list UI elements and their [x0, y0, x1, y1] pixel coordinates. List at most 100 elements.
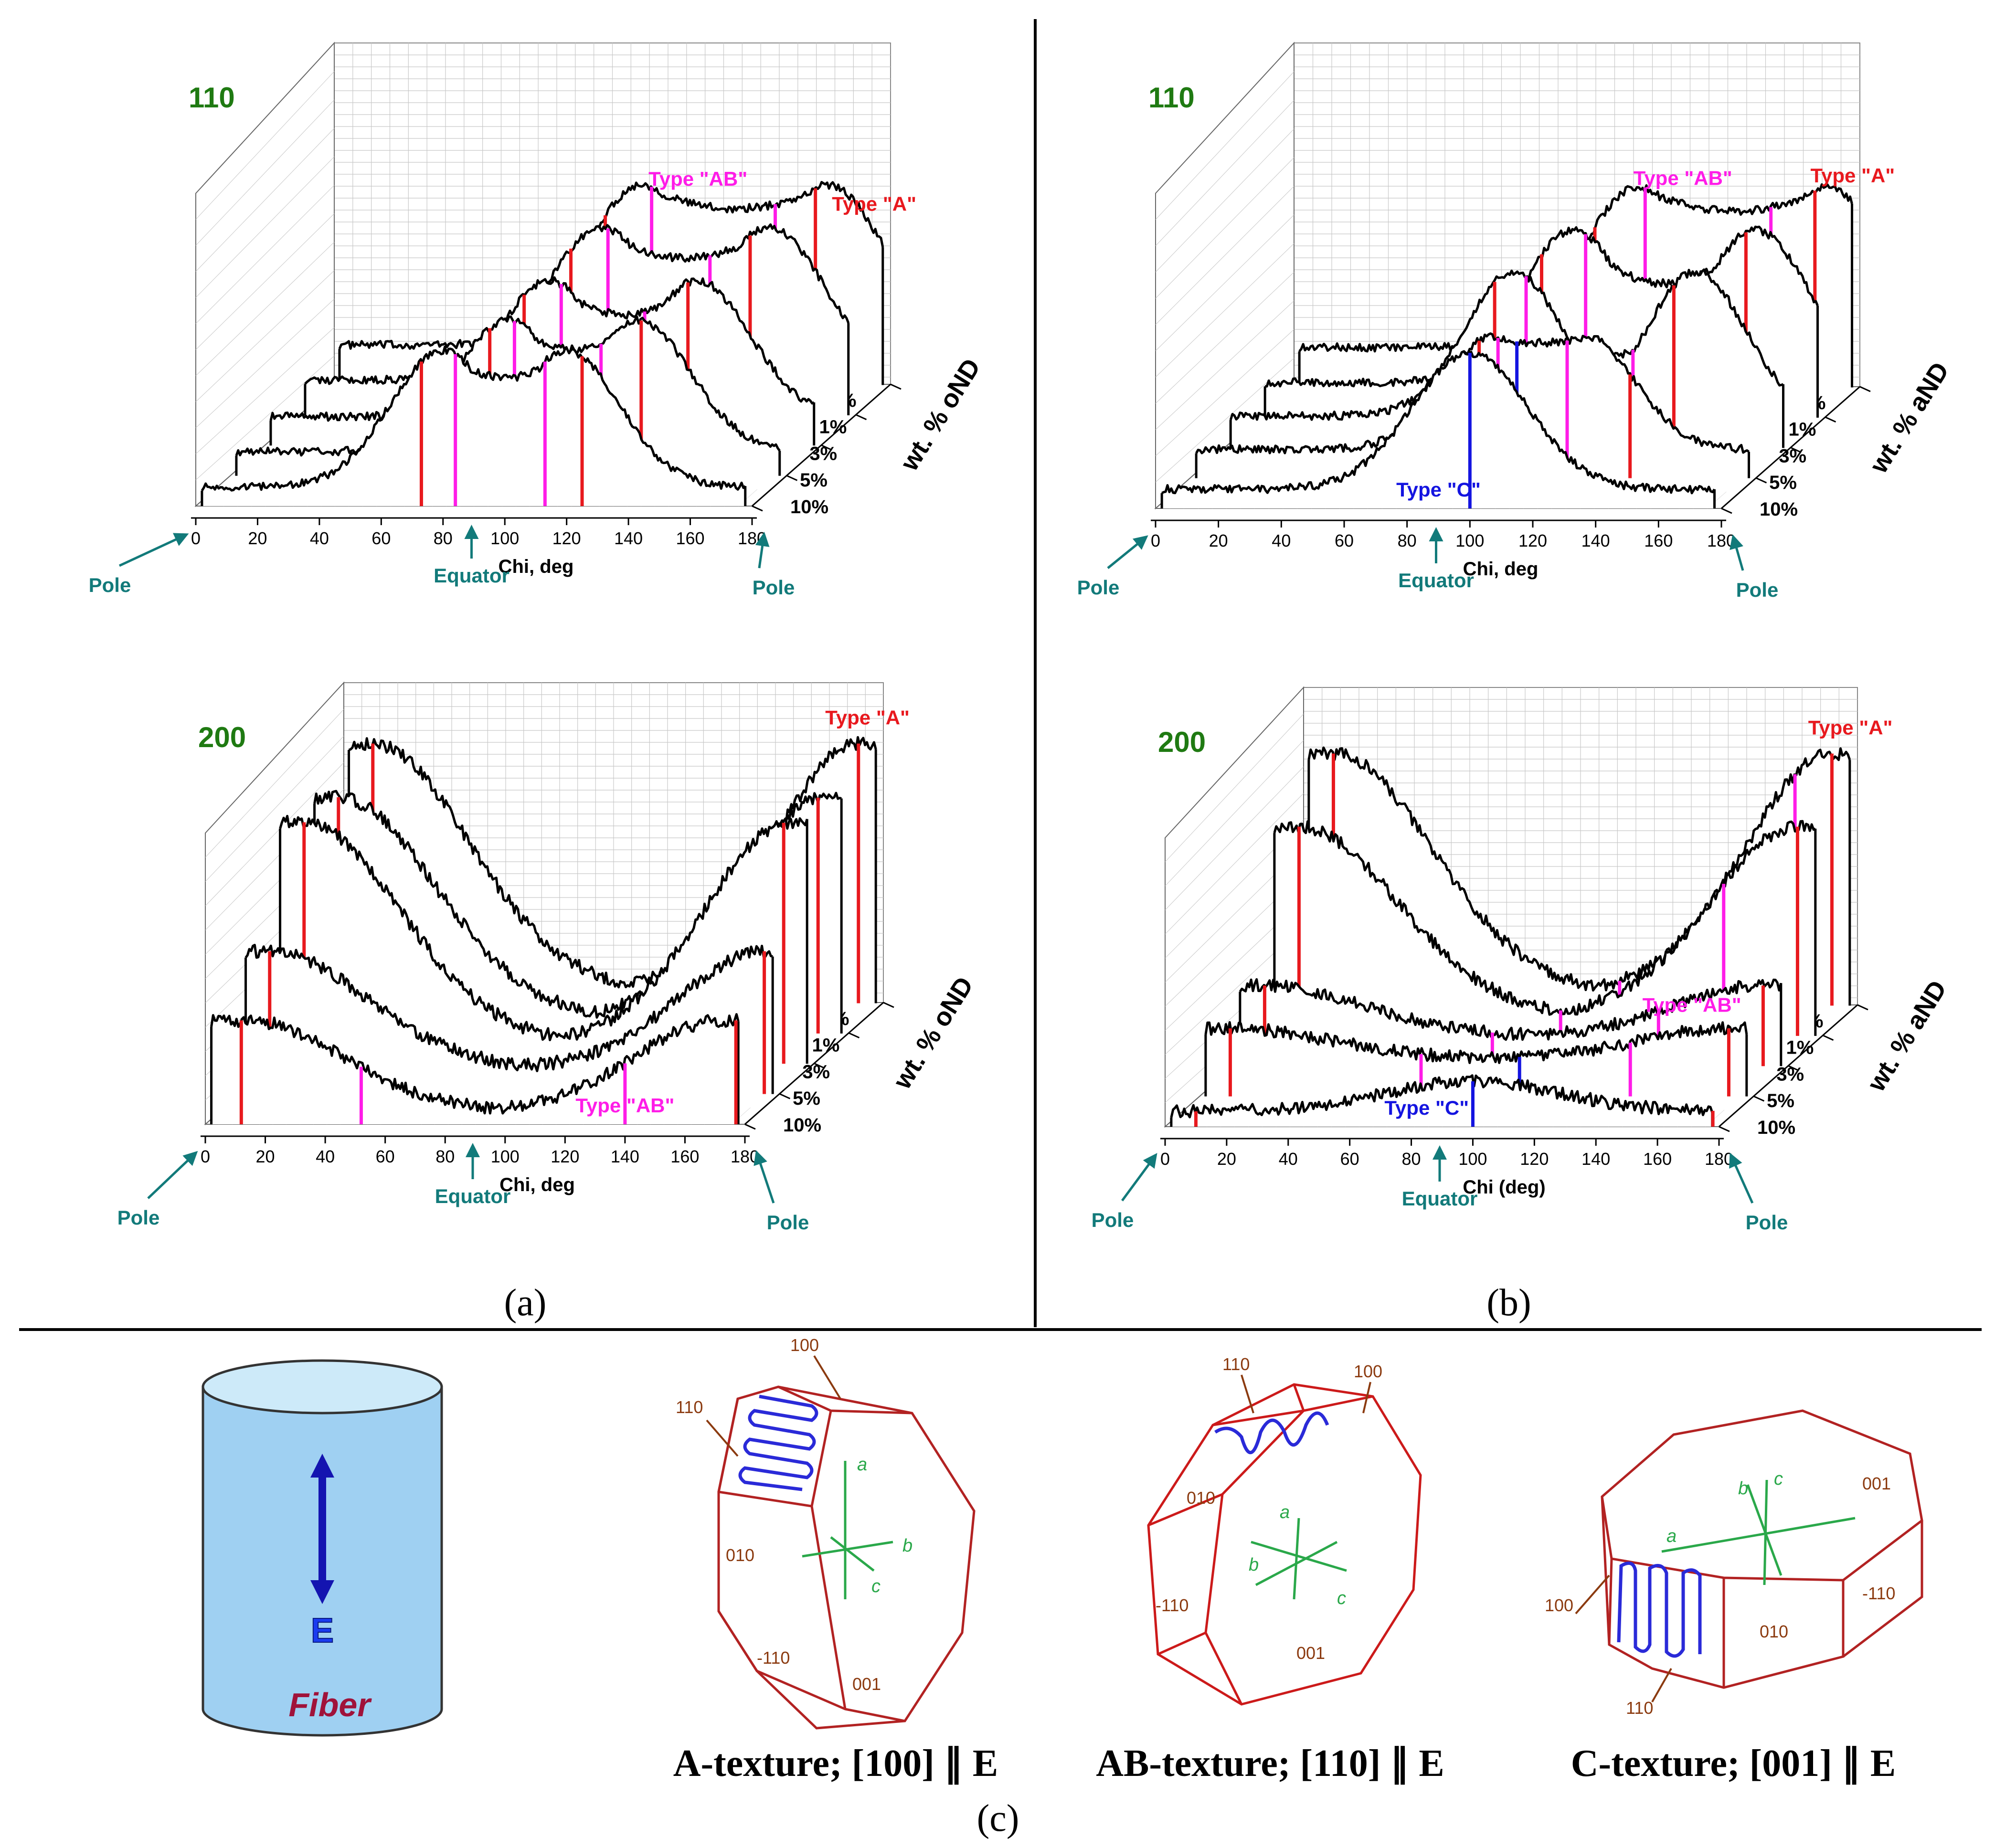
panel-label-a: (a)	[504, 1282, 547, 1324]
loading-label: 5%	[793, 1088, 820, 1109]
x-tick-label: 40	[1279, 1149, 1298, 1169]
svg-text:c: c	[1774, 1469, 1783, 1489]
chart-title: 110	[189, 82, 235, 114]
panel-label-c: (c)	[977, 1797, 1019, 1839]
chart-title: 110	[1148, 82, 1195, 114]
annotation-type-c: Type "C"	[1384, 1097, 1469, 1119]
svg-text:110: 110	[1222, 1354, 1250, 1374]
pole-label-right: Pole	[767, 1211, 809, 1234]
equator-label: Equator	[434, 564, 509, 587]
x-tick-label: 100	[491, 1147, 520, 1166]
pole-label-right: Pole	[753, 576, 795, 599]
caption-ab-texture: AB-texture; [110] ∥ E	[1096, 1742, 1444, 1785]
crystal-c-texture: a b c 001 100 010 -110 110 C-texture; [0…	[1545, 1409, 1923, 1785]
pole-label-left: Pole	[1077, 576, 1120, 599]
annotation-type-ab: Type "AB"	[1643, 994, 1741, 1016]
x-tick-label: 120	[1520, 1149, 1549, 1169]
svg-text:b: b	[902, 1536, 913, 1556]
pole-label-right: Pole	[1736, 579, 1779, 601]
svg-text:c: c	[871, 1576, 881, 1596]
x-tick-label: 20	[1209, 531, 1228, 550]
series-5pct: 5%	[1204, 1021, 1794, 1111]
x-tick-label: 100	[1455, 531, 1484, 550]
x-tick-label: 20	[1217, 1149, 1236, 1169]
x-tick-label: 120	[1518, 531, 1547, 550]
x-tick-label: 80	[1398, 531, 1417, 550]
x-axis-title: Chi (deg)	[1463, 1177, 1545, 1198]
x-tick-label: 0	[201, 1147, 210, 1166]
series-10pct: 10%	[210, 1013, 821, 1136]
orientation-arrows: Pole Pole Equator	[89, 525, 795, 599]
loading-label: 10%	[790, 496, 828, 517]
annotation-type-ab: Type "AB"	[1634, 167, 1732, 190]
x-tick-label: 100	[490, 528, 519, 548]
caption-c-texture: C-texture; [001] ∥ E	[1571, 1742, 1896, 1785]
trace-line	[269, 276, 815, 422]
trace-line	[1239, 978, 1783, 1041]
panel-label-b: (b)	[1486, 1282, 1531, 1324]
chart-110-oND: 0%1%3%5%10%wt. % oND02040608010012014016…	[89, 42, 986, 599]
loading-label: 10%	[783, 1115, 821, 1136]
x-tick-label: 120	[551, 1147, 579, 1166]
chart-title: 200	[1158, 726, 1206, 758]
annotation-type-a: Type "A"	[1810, 164, 1895, 187]
series-1pct: 1%	[1273, 820, 1817, 1058]
trace-line	[1229, 268, 1784, 421]
orientation-arrows: Pole Pole Equator	[1077, 527, 1779, 601]
x-tick-label: 40	[316, 1147, 335, 1166]
svg-text:001: 001	[852, 1674, 881, 1694]
svg-text:010: 010	[726, 1545, 754, 1565]
pole-label-left: Pole	[1092, 1209, 1134, 1231]
x-tick-label: 60	[371, 528, 391, 548]
trace-line	[244, 944, 773, 1072]
svg-text:001: 001	[1296, 1643, 1325, 1663]
svg-text:010: 010	[1187, 1488, 1215, 1508]
trace-line	[338, 181, 884, 350]
caption-a-texture: A-texture; [100] ∥ E	[673, 1742, 998, 1785]
svg-text:100: 100	[790, 1335, 819, 1355]
annotation-type-c: Type "C"	[1396, 478, 1481, 501]
fiber-label: Fiber	[288, 1686, 372, 1723]
x-axis-title: Chi, deg	[499, 556, 574, 577]
trace-line	[235, 315, 781, 457]
fiber-cylinder: E Fiber	[202, 1359, 443, 1737]
orientation-arrows: Pole Pole Equator	[117, 1143, 809, 1234]
trace-line	[210, 1013, 740, 1115]
x-tick-label: 160	[1643, 1149, 1672, 1169]
trace-line	[1204, 1021, 1748, 1064]
x-tick-label: 60	[376, 1147, 395, 1166]
svg-text:010: 010	[1760, 1622, 1788, 1641]
trace-line	[201, 345, 746, 492]
x-tick-label: 140	[1581, 1149, 1610, 1169]
annotation-type-a: Type "A"	[832, 193, 916, 215]
x-axis-title: Chi, deg	[499, 1174, 575, 1195]
trace-line	[279, 814, 808, 1041]
svg-text:a: a	[857, 1455, 867, 1475]
crystal-ab-texture: a b c 110 100 010 -110 001 AB-texture; […	[1096, 1354, 1444, 1785]
svg-text:110: 110	[676, 1397, 703, 1417]
trace-line	[1307, 746, 1851, 992]
x-tick-label: 140	[614, 528, 643, 548]
chart-110-aND: 0%1%3%5%10%wt. % aND02040608010012014016…	[1077, 42, 1955, 601]
chart-200-aND: 0%1%3%5%10%wt. % aND02040608010012014016…	[1092, 686, 1953, 1234]
series-10pct: 10%	[201, 345, 828, 517]
depth-axis-title: wt. % aND	[1862, 975, 1953, 1097]
trace-line	[348, 736, 877, 989]
x-tick-label: 40	[1272, 531, 1291, 550]
trace-line	[1195, 332, 1750, 454]
x-tick-label: 140	[1581, 531, 1610, 550]
svg-text:-110: -110	[1862, 1584, 1895, 1603]
x-axis: 0 20 40 60 80 100 120 140 160 180 Chi (deg)	[1160, 1138, 1733, 1198]
x-tick-label: 20	[256, 1147, 275, 1166]
x-tick-label: 0	[1151, 531, 1160, 550]
depth-axis-title: wt. % oND	[895, 354, 986, 476]
annotation-type-ab: Type "AB"	[575, 1094, 674, 1117]
svg-text:001: 001	[1862, 1474, 1891, 1493]
chart-200-oND: 0%1%3%5%10%wt. % oND02040608010012014016…	[117, 681, 979, 1234]
annotation-type-a: Type "A"	[825, 707, 910, 729]
equator-label: Equator	[435, 1185, 511, 1207]
svg-text:110: 110	[1626, 1698, 1653, 1718]
pole-label-left: Pole	[89, 574, 131, 596]
